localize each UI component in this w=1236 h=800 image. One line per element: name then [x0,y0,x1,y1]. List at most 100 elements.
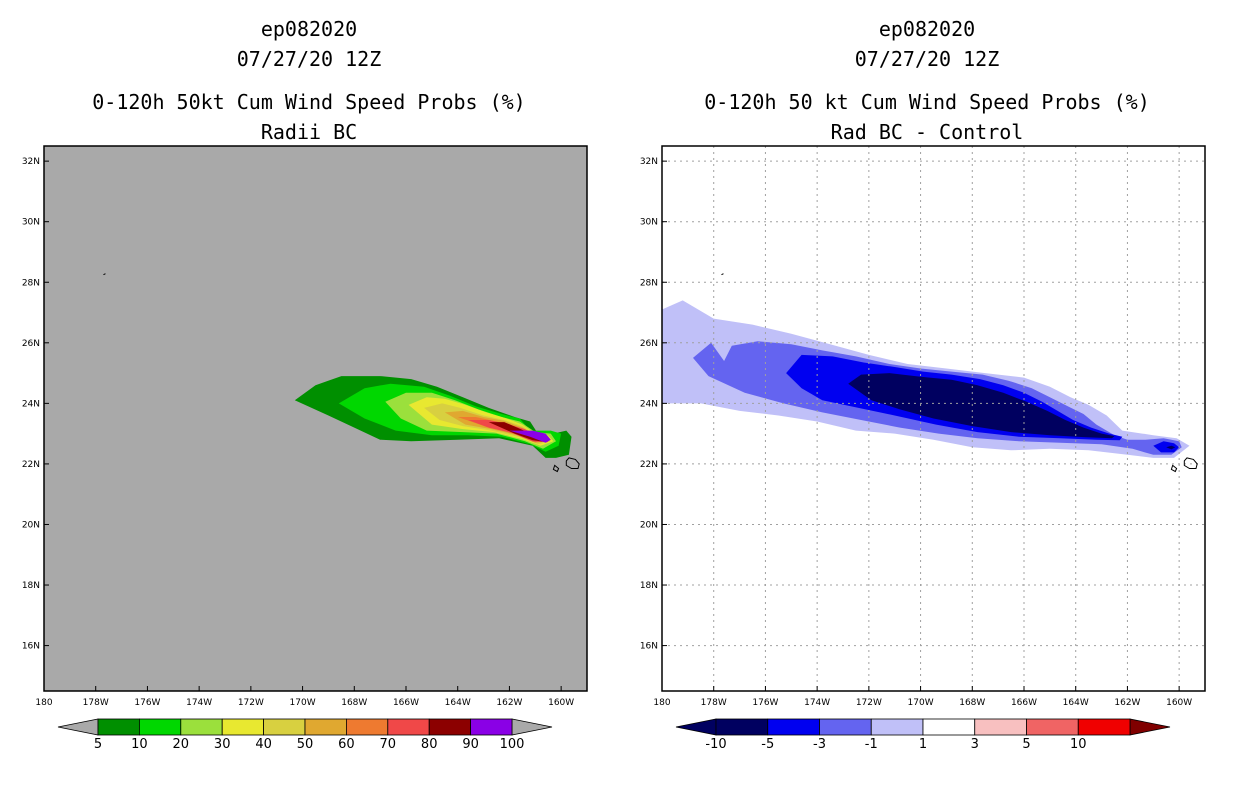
y-tick-label: 18N [22,581,40,591]
plot-frame [43,145,588,692]
colorbar-label: 3 [971,737,979,752]
x-tick-label: 166W [1011,698,1037,708]
colorbar-swatch [180,718,223,736]
x-tick-label: 168W [341,698,367,708]
x-tick-label: 172W [238,698,264,708]
y-tick-label: 20N [22,520,40,530]
colorbar-label: 90 [462,737,479,752]
colorbar-label: -1 [865,737,878,752]
colorbar-swatch [1026,718,1079,736]
y-tick-label: 24N [640,399,658,409]
colorbar-label: -3 [813,737,826,752]
contour-region-90 [509,430,551,443]
y-tick-label: 18N [640,581,658,591]
left-datetime: 07/27/20 12Z [236,47,382,71]
right-panel: ep082020 07/27/20 12Z 0-120h 50 kt Cum W… [618,0,1236,800]
y-tick-label: 32N [22,157,40,167]
colorbar-label: 60 [338,737,355,752]
right-storm-id: ep082020 [878,17,976,41]
colorbar-swatch [138,718,182,736]
x-tick-label: 164W [445,698,471,708]
y-tick-label: 26N [640,339,658,349]
colorbar: 5 10 20 30 40 50 60 70 80 90 100 [57,718,553,752]
colorbar-under-triangle [675,718,717,736]
coastline [1170,464,1178,473]
contour-region-minus-10 [1166,445,1176,450]
plot-frame [661,145,1206,692]
colorbar-label: 10 [1070,737,1087,752]
coastline-islet [103,273,106,276]
coastline [552,464,560,473]
x-tick-label: 172W [856,698,882,708]
y-tick-label: 16N [22,642,40,652]
y-tick-label: 26N [22,339,40,349]
x-tick-label: 164W [1063,698,1089,708]
colorbar-swatch [97,718,140,736]
right-chart-title: 0-120h 50 kt Cum Wind Speed Probs (%) [704,90,1150,114]
colorbar-under-triangle [57,718,99,736]
colorbar-label: 100 [500,737,525,752]
colorbar-swatch [345,718,389,736]
colorbar-swatch [304,718,347,736]
x-tick-label: 162W [496,698,522,708]
contour-region-minus-10 [848,373,1115,439]
colorbar-swatch [263,718,306,736]
colorbar-label: 70 [380,737,397,752]
contour-region-minus-5 [1153,441,1180,453]
colorbar-label: 5 [94,737,102,752]
left-chart-title: 0-120h 50kt Cum Wind Speed Probs (%) [92,90,526,114]
colorbar-swatch [221,718,264,736]
x-tick-label: 180 [35,698,52,708]
x-tick-label: 168W [959,698,985,708]
coastline [565,457,580,469]
coastline [1183,457,1198,469]
y-tick-label: 20N [640,520,658,530]
colorbar-swatch [428,718,472,736]
y-tick-label: 16N [640,642,658,652]
colorbar-label: 5 [1022,737,1030,752]
x-tick-label: 170W [908,698,934,708]
colorbar-swatch [767,718,820,736]
colorbar-label: -10 [705,737,726,752]
x-tick-label: 178W [83,698,109,708]
x-tick-label: 176W [134,698,160,708]
right-difference-chart: 180 178W 176W 174W 172W 170W 168W 166W 164W 162W 1… [640,145,1206,752]
colorbar-label: 1 [919,737,927,752]
x-tick-label: 174W [186,698,212,708]
y-tick-label: 22N [640,460,658,470]
colorbar-swatch [819,718,872,736]
x-tick-label: 174W [804,698,830,708]
colorbar-label: 30 [214,737,231,752]
coastline-islet [721,273,724,276]
colorbar-label: 10 [131,737,148,752]
colorbar-label: 40 [255,737,272,752]
y-tick-label: 28N [640,278,658,288]
y-tick-label: 28N [22,278,40,288]
colorbar-label: 50 [297,737,314,752]
x-tick-label: 166W [393,698,419,708]
y-tick-label: 22N [22,460,40,470]
colorbar-swatch [974,718,1027,736]
x-tick-label: 170W [290,698,316,708]
x-tick-label: 180 [653,698,670,708]
colorbar-swatch [1077,718,1131,736]
colorbar-swatch [922,718,976,736]
y-tick-label: 32N [640,157,658,167]
y-tick-label: 24N [22,399,40,409]
x-tick-label: 160W [548,698,574,708]
colorbar-label: -5 [761,737,774,752]
left-panel: ep082020 07/27/20 12Z 0-120h 50kt Cum Wi… [22,17,588,752]
colorbar-label: 80 [421,737,438,752]
colorbar: -10 -5 -3 -1 1 3 5 10 [675,718,1171,752]
colorbar-over-triangle [511,718,553,736]
colorbar-swatch [387,718,430,736]
left-storm-id: ep082020 [260,17,358,41]
y-tick-label: 30N [22,218,40,228]
colorbar-swatch [870,718,924,736]
y-tick-label: 30N [640,218,658,228]
left-chart-subtitle: Radii BC [260,120,358,144]
right-datetime: 07/27/20 12Z [854,47,1000,71]
left-probability-chart: 180 178W 176W 174W 172W 170W 168W 166W 164W 162W 1… [22,145,588,752]
colorbar-over-triangle [1129,718,1171,736]
x-tick-label: 162W [1114,698,1140,708]
